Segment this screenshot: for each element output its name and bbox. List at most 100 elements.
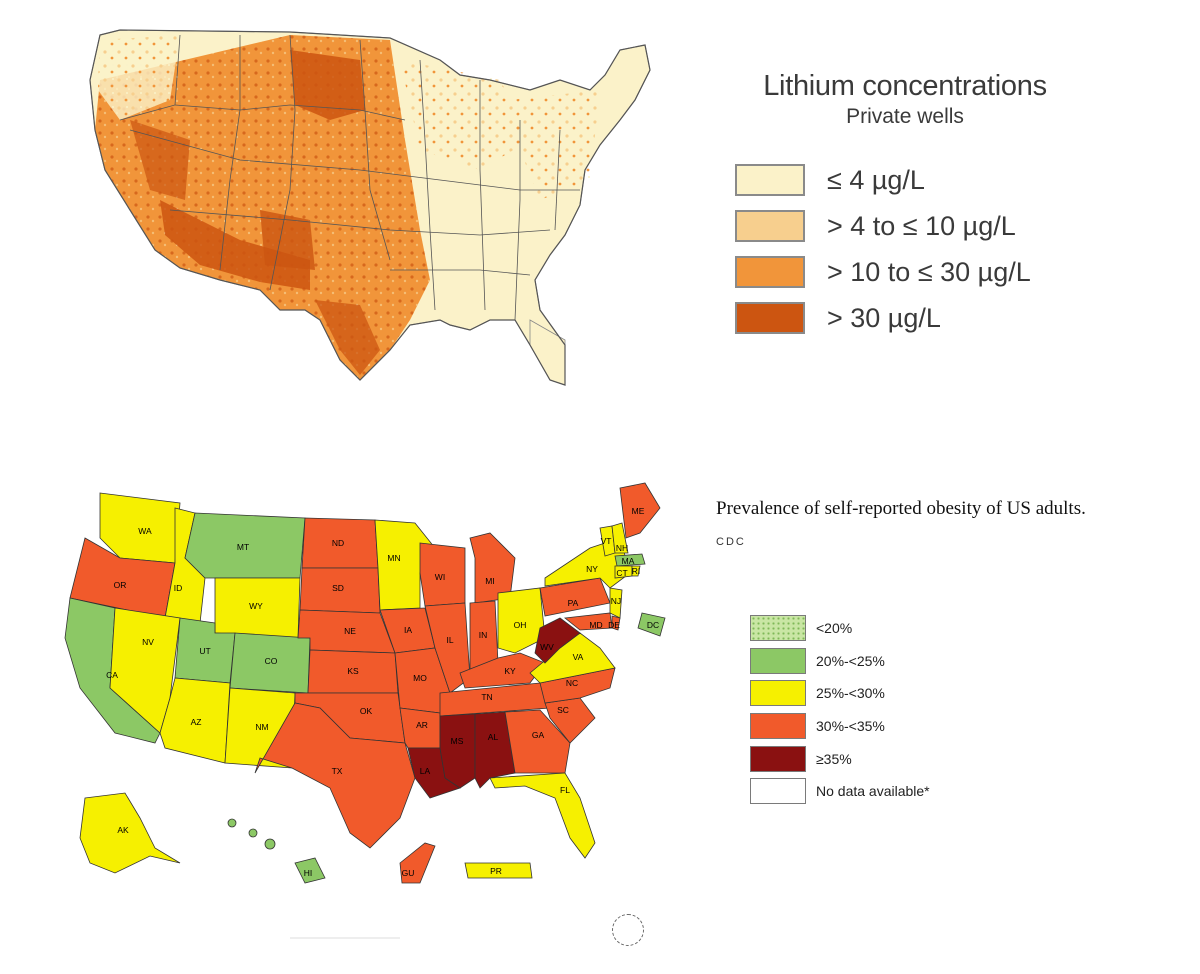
state-code-NC: NC xyxy=(566,678,578,688)
legend-swatch xyxy=(735,302,805,334)
state-code-TX: TX xyxy=(332,766,343,776)
state-code-ME: ME xyxy=(632,506,645,516)
state-DC xyxy=(637,612,666,637)
loading-spinner-icon xyxy=(612,914,644,946)
state-code-UT: UT xyxy=(199,646,210,656)
state-code-NJ: NJ xyxy=(611,596,621,606)
state-code-VT: VT xyxy=(601,536,612,546)
state-code-SD: SD xyxy=(332,583,344,593)
state-code-ID: ID xyxy=(174,583,183,593)
state-code-WY: WY xyxy=(249,601,263,611)
state-code-PA: PA xyxy=(568,598,579,608)
state-code-OR: OR xyxy=(114,580,127,590)
southwest-high xyxy=(160,200,310,290)
state-code-IN: IN xyxy=(479,630,488,640)
state-code-ND: ND xyxy=(332,538,344,548)
state-code-AZ: AZ xyxy=(191,717,202,727)
state-code-NV: NV xyxy=(142,637,154,647)
state-MN xyxy=(374,519,436,611)
state-code-KY: KY xyxy=(504,666,516,676)
state-code-CO: CO xyxy=(265,656,278,666)
legend-swatch xyxy=(750,680,806,707)
state-code-VA: VA xyxy=(573,652,584,662)
divider xyxy=(290,937,400,939)
obesity-legend-item: 30%-<35% xyxy=(750,710,930,743)
legend-swatch xyxy=(750,713,806,740)
state-DE xyxy=(611,615,621,631)
legend-label: > 10 to ≤ 30 µg/L xyxy=(827,256,1031,287)
state-code-PR: PR xyxy=(490,866,502,876)
state-code-CA: CA xyxy=(106,670,118,680)
texas-high xyxy=(315,300,380,375)
state-code-KS: KS xyxy=(347,666,359,676)
state-AZ xyxy=(159,677,231,764)
west-speckle xyxy=(95,35,430,380)
state-code-HI: HI xyxy=(304,868,313,878)
obesity-legend-item: No data available* xyxy=(750,775,930,808)
state-code-LA: LA xyxy=(420,766,431,776)
state-GA xyxy=(504,709,571,774)
state-code-RI: RI xyxy=(632,566,641,576)
state-IL xyxy=(424,602,471,694)
legend-label: 25%-<30% xyxy=(816,685,885,702)
state-code-IL: IL xyxy=(446,635,453,645)
lithium-legend-item: > 30 µg/L xyxy=(735,295,1115,341)
state-code-CT: CT xyxy=(616,568,627,578)
legend-swatch xyxy=(735,256,805,288)
obesity-prevalence-map: WA OR ID MT WY ND SD MN WI MI NY VT NH M… xyxy=(64,482,666,884)
state-code-WV: WV xyxy=(540,642,554,652)
state-code-MS: MS xyxy=(451,736,464,746)
lithium-legend-title: Lithium concentrations xyxy=(763,70,1047,102)
state-code-GA: GA xyxy=(532,730,545,740)
state-code-MI: MI xyxy=(485,576,494,586)
state-HI xyxy=(294,857,326,884)
state-code-DE: DE xyxy=(608,620,620,630)
state-PR xyxy=(464,862,533,879)
midwest-light xyxy=(400,60,530,170)
obesity-legend-item: 20%-<25% xyxy=(750,645,930,678)
state-code-labels: WA OR ID MT WY ND SD MN WI MI NY VT NH M… xyxy=(106,506,659,878)
obesity-legend-title: Prevalence of self-reported obesity of U… xyxy=(716,498,1086,519)
state-code-WA: WA xyxy=(138,526,152,536)
state-code-MT: MT xyxy=(237,542,249,552)
legend-swatch xyxy=(750,647,806,674)
state-AK xyxy=(79,792,181,874)
state-code-OK: OK xyxy=(360,706,373,716)
state-code-MD: MD xyxy=(589,620,602,630)
legend-swatch xyxy=(750,615,806,642)
northwest-speckle xyxy=(98,35,180,120)
state-GU xyxy=(399,842,436,884)
state-code-NY: NY xyxy=(586,564,598,574)
state-code-TN: TN xyxy=(481,692,492,702)
lithium-legend-item: ≤ 4 µg/L xyxy=(735,157,1115,203)
state-OH xyxy=(497,587,546,654)
legend-swatch xyxy=(735,164,805,196)
lithium-legend-subtitle: Private wells xyxy=(846,105,964,128)
legend-label: No data available* xyxy=(816,783,930,800)
legend-label: 30%-<35% xyxy=(816,718,885,735)
obesity-states xyxy=(64,482,666,884)
state-code-FL: FL xyxy=(560,785,570,795)
east-speckle xyxy=(510,90,600,200)
obesity-legend-item: 25%-<30% xyxy=(750,677,930,710)
state-code-NE: NE xyxy=(344,626,356,636)
legend-label: 20%-<25% xyxy=(816,652,885,669)
state-code-SC: SC xyxy=(557,705,569,715)
state-code-AR: AR xyxy=(416,720,428,730)
legend-label: ≤ 4 µg/L xyxy=(827,164,925,195)
state-code-WI: WI xyxy=(435,572,445,582)
obesity-legend-item: ≥35% xyxy=(750,742,930,775)
lithium-legend-item: > 4 to ≤ 10 µg/L xyxy=(735,203,1115,249)
legend-label: <20% xyxy=(816,620,853,637)
state-code-DC: DC xyxy=(647,620,659,630)
new-mexico-high xyxy=(260,210,315,270)
lithium-state-borders xyxy=(119,34,580,321)
obesity-legend-item: <20% xyxy=(750,612,930,645)
nevada-high xyxy=(130,120,190,200)
state-code-IA: IA xyxy=(404,625,412,635)
obesity-source: CDC xyxy=(716,536,746,548)
state-WV xyxy=(534,617,581,664)
state-MA xyxy=(614,553,646,567)
legend-swatch xyxy=(750,778,806,805)
state-RI xyxy=(631,565,641,577)
